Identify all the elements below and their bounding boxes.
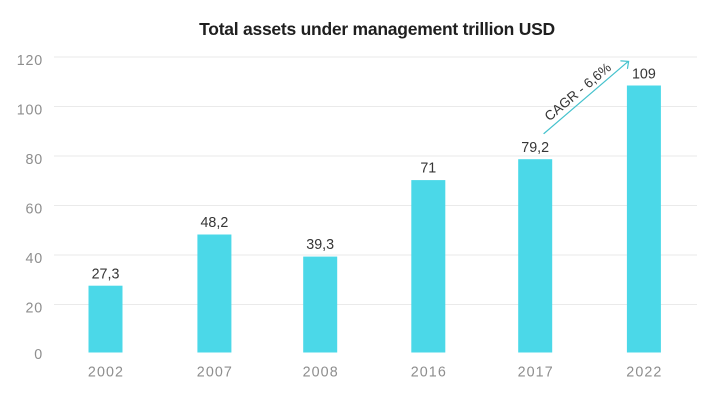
svg-text:79,2: 79,2 [521,140,549,156]
svg-text:2017: 2017 [518,365,554,381]
svg-text:2007: 2007 [197,365,233,381]
svg-text:80: 80 [25,152,43,168]
svg-text:27,3: 27,3 [92,266,120,282]
svg-text:39,3: 39,3 [306,237,334,253]
svg-text:60: 60 [25,202,43,218]
svg-text:2002: 2002 [88,365,124,381]
svg-text:100: 100 [17,103,43,119]
svg-text:2008: 2008 [303,365,339,381]
svg-text:2022: 2022 [626,365,662,381]
svg-text:120: 120 [17,53,43,69]
svg-text:0: 0 [34,347,43,363]
svg-text:40: 40 [25,251,43,267]
svg-text:71: 71 [420,161,436,177]
svg-text:20: 20 [25,301,43,317]
svg-text:2016: 2016 [411,365,447,381]
svg-text:109: 109 [632,66,656,82]
svg-text:48,2: 48,2 [200,215,228,231]
svg-text:Total assets under management: Total assets under management trillion U… [199,19,555,39]
